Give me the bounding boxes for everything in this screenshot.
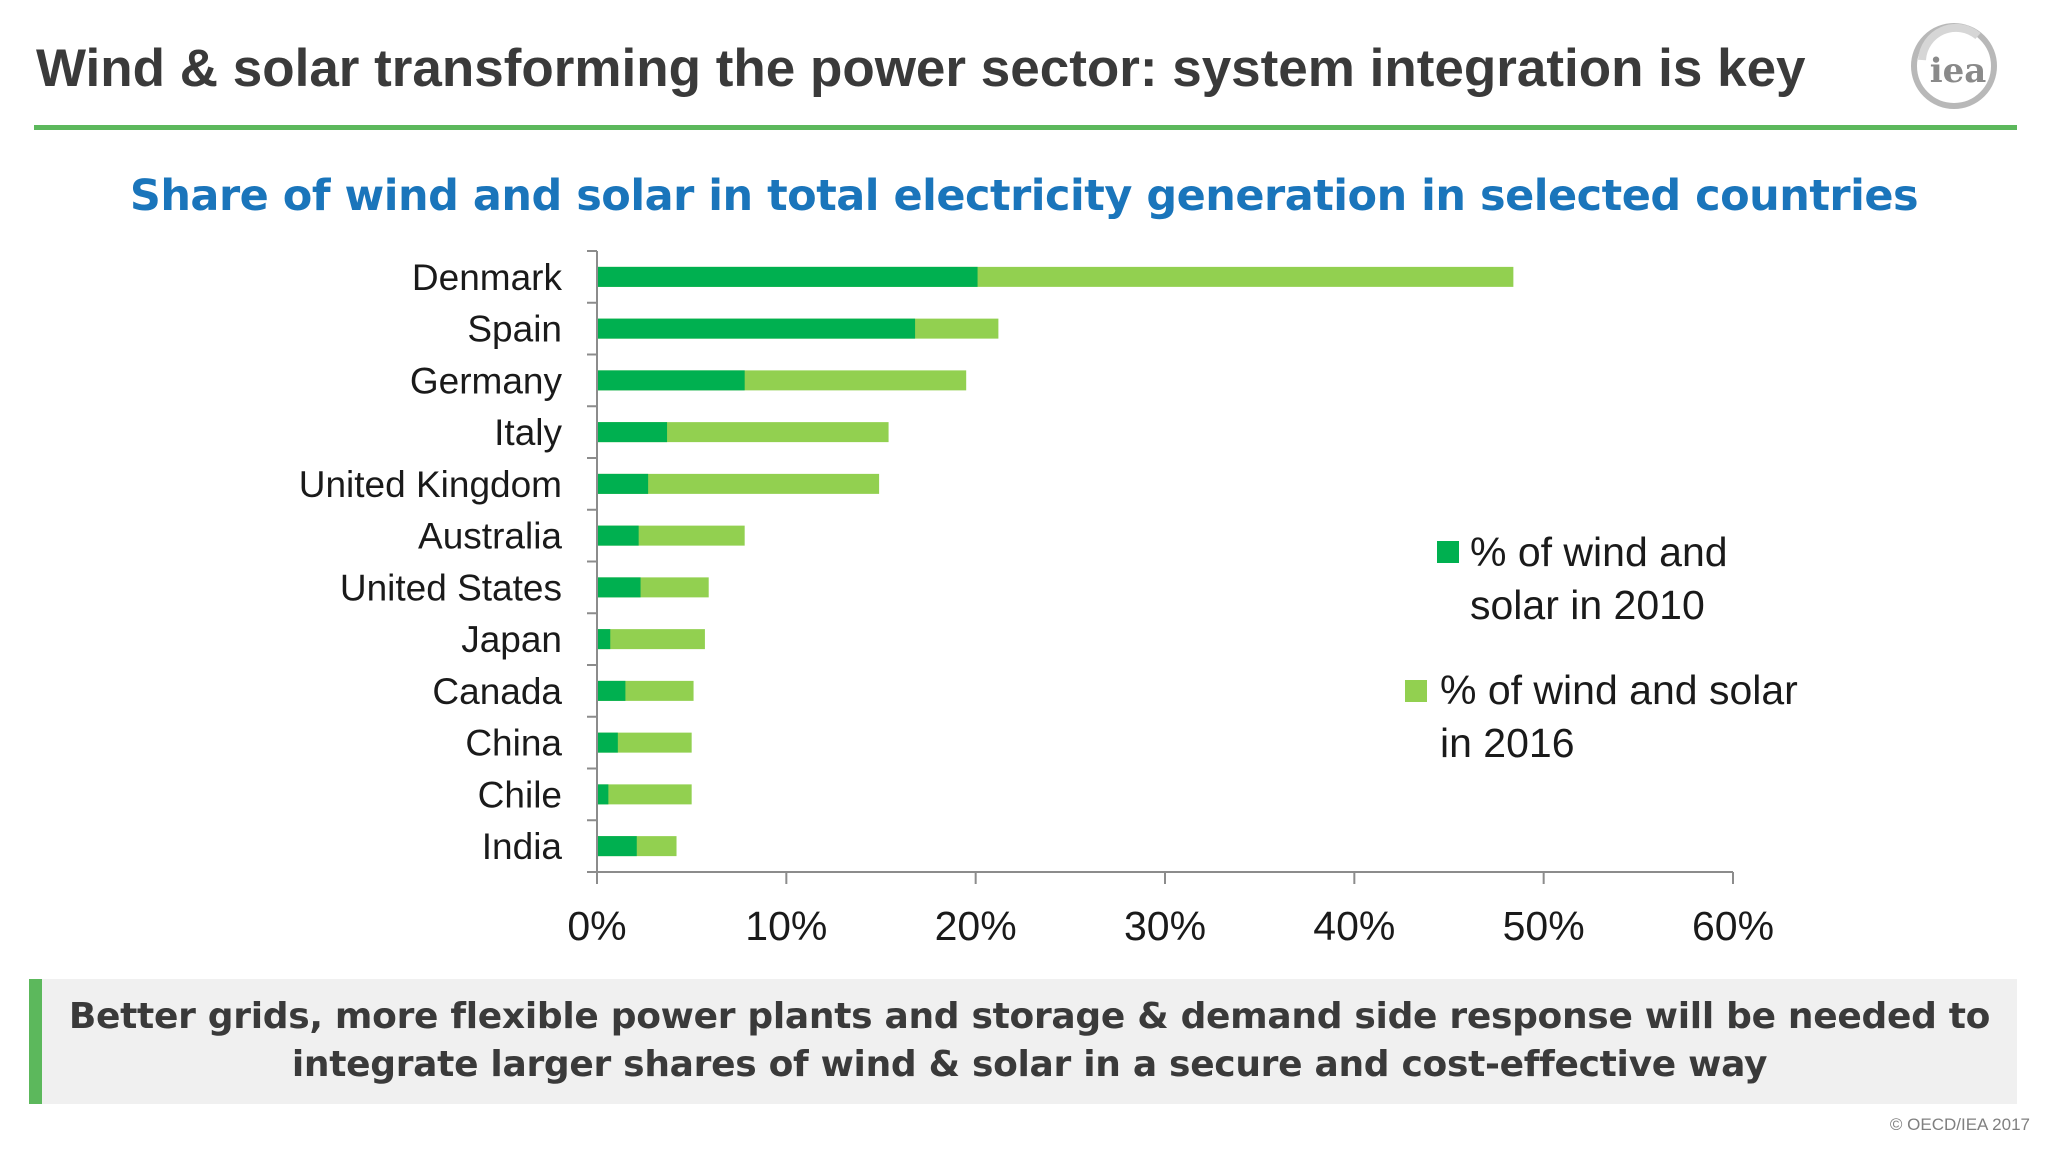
- category-label-9: China: [465, 723, 562, 764]
- slide-title: Wind & solar transforming the power sect…: [36, 39, 1806, 98]
- bar-2010-9: [597, 732, 618, 753]
- bar-2010-4: [597, 473, 649, 494]
- axis-layer: [587, 250, 1734, 884]
- category-label-2: Germany: [410, 360, 563, 401]
- bar-2010-8: [597, 680, 626, 701]
- bar-2016-3: [597, 422, 889, 443]
- bar-chart: Denmark Spain Germany Italy United Kingdom Au…: [299, 250, 1774, 949]
- category-label-10: Chile: [478, 774, 562, 815]
- category-label-7: Japan: [461, 619, 562, 660]
- category-label-1: Spain: [467, 309, 562, 350]
- legend-label-2016: % of wind and solar in 2016: [1440, 667, 1798, 766]
- category-label-0: Denmark: [412, 257, 563, 298]
- bar-2010-11: [597, 836, 637, 857]
- x-tick-label-1: 10%: [745, 903, 827, 949]
- bar-2010-7: [597, 629, 611, 650]
- category-label-3: Italy: [494, 412, 562, 453]
- logo-text: iea: [1930, 51, 1987, 91]
- legend-swatch-2010: [1437, 541, 1459, 563]
- callout-text: Better grids, more flexible power plants…: [68, 996, 1991, 1085]
- category-label-6: United States: [340, 567, 562, 608]
- x-tick-label-3: 30%: [1124, 903, 1206, 949]
- x-tick-label-2: 20%: [935, 903, 1017, 949]
- bar-2016-9: [597, 732, 692, 753]
- bar-2010-5: [597, 525, 639, 546]
- category-label-11: India: [482, 826, 563, 867]
- copyright: © OECD/IEA 2017: [1889, 1115, 2030, 1134]
- title-divider: [34, 125, 2017, 130]
- iea-logo: iea: [1911, 23, 1997, 109]
- bar-2010-3: [597, 422, 668, 443]
- callout-box: Better grids, more flexible power plants…: [29, 979, 2017, 1104]
- bar-2010-1: [597, 318, 916, 339]
- bar-2010-10: [597, 784, 609, 805]
- category-label-4: United Kingdom: [299, 464, 562, 505]
- category-label-5: Australia: [418, 516, 562, 557]
- legend-swatch-2016: [1405, 680, 1427, 702]
- bars-layer: [597, 266, 1514, 857]
- callout-accent-bar: [29, 979, 42, 1104]
- bar-2016-7: [597, 629, 705, 650]
- x-tick-label-5: 50%: [1503, 903, 1585, 949]
- x-tick-label-4: 40%: [1313, 903, 1395, 949]
- x-tick-label-6: 60%: [1692, 903, 1774, 949]
- chart-title: Share of wind and solar in total electri…: [129, 171, 1919, 221]
- bar-2016-10: [597, 784, 692, 805]
- labels-layer: Denmark Spain Germany Italy United Kingdom Au…: [299, 257, 1774, 949]
- bar-2010-0: [597, 266, 978, 287]
- bar-2010-6: [597, 577, 641, 598]
- category-label-8: Canada: [432, 671, 562, 712]
- bar-2016-4: [597, 473, 880, 494]
- bar-2010-2: [597, 370, 745, 391]
- legend-label-2010: % of wind and solar in 2010: [1470, 529, 1728, 628]
- x-tick-label-0: 0%: [567, 903, 626, 949]
